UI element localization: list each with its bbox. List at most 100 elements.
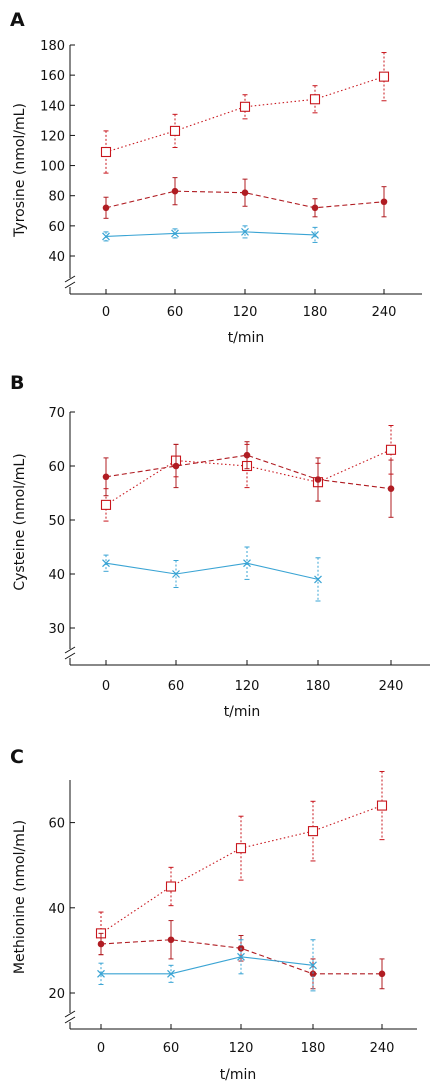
data-point-circle-c: [97, 940, 105, 948]
y-tick-label-a: 40: [48, 250, 65, 265]
axes-c: 20 40 60 0 60 120 180 240: [48, 780, 417, 1056]
data-point-x-a: [102, 232, 110, 241]
x-tick-label-b: 0: [102, 679, 110, 694]
y-tick-label-b: 30: [48, 622, 65, 637]
x-tick-label-c: 0: [97, 1041, 105, 1056]
data-point-square-a: [309, 94, 321, 105]
x-mark-stroke: [102, 559, 110, 568]
y-tick-label-a: 180: [40, 39, 65, 54]
series-circle-c: [97, 920, 386, 990]
x-tick-label-b: 60: [168, 679, 185, 694]
series-square-a: [100, 52, 390, 174]
x-tick-label-c: 120: [229, 1041, 254, 1056]
panel-c: C Methionine (nmol/mL) t/min 20 40 60 0 60 12…: [10, 746, 417, 1083]
panel-b: B Cysteine (nmol/mL) t/min 30 40 50 60 70 0 60…: [10, 372, 430, 720]
data-point-x-c: [167, 969, 175, 978]
data-point-circle-a: [241, 189, 249, 196]
x-axis-label-a: t/min: [228, 330, 265, 346]
series-x-b: [102, 546, 322, 602]
panel-label-a: A: [10, 9, 25, 31]
data-point-x-b: [102, 559, 110, 568]
series-circle-a: [102, 177, 388, 219]
axis-break-mark-a: [64, 275, 76, 283]
y-tick-label-c: 40: [48, 902, 65, 917]
data-point-square-c: [235, 843, 247, 854]
y-tick-label-a: 140: [40, 99, 65, 114]
data-point-circle-b: [172, 462, 180, 470]
y-axis-label-a: Tyrosine (nmol/mL): [12, 103, 28, 238]
data-point-square-c: [165, 881, 177, 892]
series-square-c: [95, 770, 388, 956]
series-line-square-b: [105, 449, 392, 506]
x-tick-label-c: 240: [370, 1041, 395, 1056]
axis-break-mark-b: [64, 652, 76, 660]
series-group-c: [95, 770, 388, 992]
x-tick-label-b: 120: [235, 679, 260, 694]
data-point-circle-b: [314, 476, 322, 483]
series-line-x-b: [105, 562, 319, 580]
data-point-x-a: [311, 230, 319, 239]
data-point-x-a: [241, 227, 249, 236]
series-line-x-a: [105, 231, 316, 237]
data-point-circle-a: [380, 198, 388, 206]
series-group-a: [100, 52, 390, 243]
axis-break-mark-a: [64, 281, 76, 289]
y-tick-label-c: 60: [48, 817, 65, 832]
data-point-circle-a: [311, 204, 319, 212]
data-point-square-b: [100, 499, 112, 510]
data-point-circle-a: [102, 204, 110, 212]
x-axis-label-c: t/min: [220, 1067, 257, 1083]
data-point-circle-b: [243, 451, 251, 459]
x-mark-stroke: [97, 969, 105, 978]
y-tick-label-a: 60: [48, 220, 65, 235]
axis-break-mark-c: [64, 1010, 76, 1018]
y-tick-label-a: 80: [48, 190, 65, 205]
data-point-square-c: [376, 800, 388, 811]
data-point-circle-c: [309, 970, 317, 978]
data-point-circle-a: [171, 187, 179, 195]
series-circle-b: [102, 441, 395, 518]
series-line-circle-b: [105, 454, 392, 490]
data-point-square-a: [378, 71, 390, 82]
series-x-a: [102, 225, 319, 243]
x-mark-stroke: [172, 570, 180, 578]
y-axis-label-c: Methionine (nmol/mL): [12, 820, 28, 974]
data-point-x-c: [237, 952, 245, 961]
data-point-square-b: [385, 444, 397, 455]
y-tick-label-a: 100: [40, 160, 65, 175]
x-tick-label-c: 180: [301, 1041, 326, 1056]
y-tick-label-b: 50: [48, 514, 65, 529]
x-mark-stroke: [241, 227, 249, 236]
series-x-c: [97, 939, 317, 992]
y-tick-label-b: 40: [48, 568, 65, 583]
data-point-circle-c: [167, 936, 175, 944]
x-tick-label-a: 180: [303, 305, 328, 320]
x-mark-stroke: [314, 575, 322, 584]
series-square-b: [100, 425, 397, 522]
series-group-b: [100, 425, 397, 602]
data-point-square-a: [100, 146, 112, 158]
x-mark-stroke: [102, 232, 110, 241]
y-tick-label-b: 70: [48, 406, 65, 421]
data-point-square-a: [239, 101, 251, 112]
data-point-square-a: [169, 125, 181, 136]
panel-a: A Tyrosine (nmol/mL) t/min 40 60 80 100 120 1…: [10, 9, 422, 346]
y-tick-label-c: 20: [48, 987, 65, 1002]
panel-label-c: C: [10, 746, 24, 768]
data-point-x-a: [171, 229, 179, 238]
x-tick-label-b: 180: [306, 679, 331, 694]
x-mark-stroke: [243, 559, 251, 568]
series-line-x-c: [101, 956, 314, 975]
x-tick-label-a: 60: [167, 305, 184, 320]
axis-break-mark-b: [64, 646, 76, 654]
data-point-circle-b: [387, 485, 395, 492]
x-tick-label-a: 0: [102, 305, 110, 320]
data-point-x-b: [314, 575, 322, 584]
y-axis-label-b: Cysteine (nmol/mL): [12, 453, 28, 590]
y-tick-label-a: 120: [40, 129, 65, 144]
x-mark-stroke: [171, 229, 179, 238]
data-point-circle-b: [102, 473, 110, 481]
x-mark-stroke: [309, 961, 317, 970]
data-point-square-c: [307, 826, 319, 837]
